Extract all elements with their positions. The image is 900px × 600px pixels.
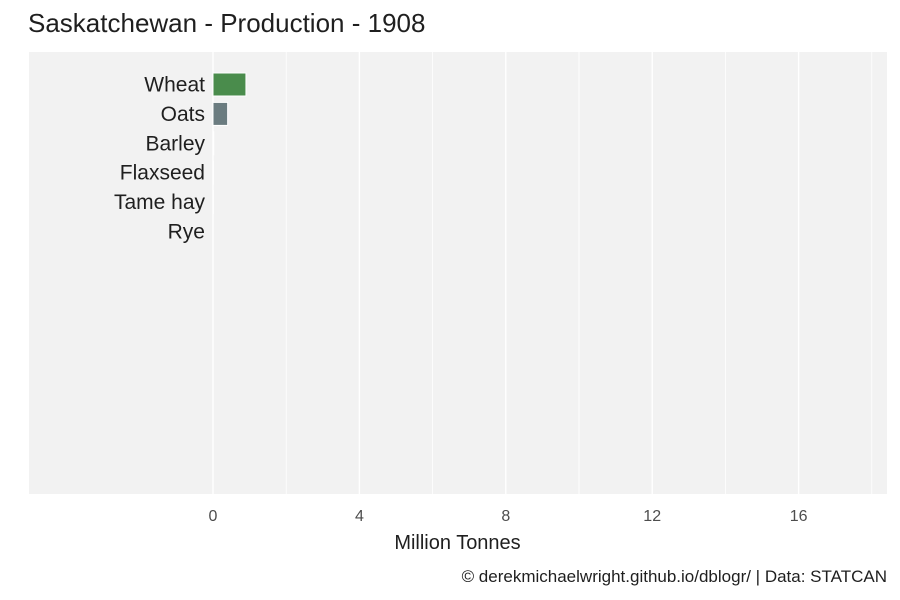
category-label: Flaxseed — [120, 162, 205, 185]
x-tick-label: 12 — [643, 508, 661, 525]
category-label: Barley — [145, 132, 205, 155]
category-label: Wheat — [144, 74, 205, 97]
bar — [212, 131, 215, 156]
category-label: Rye — [168, 221, 205, 244]
bar — [212, 72, 247, 97]
caption: © derekmichaelwright.github.io/dblogr/ |… — [461, 567, 887, 586]
chart-title: Saskatchewan - Production - 1908 — [28, 8, 426, 38]
category-label: Tame hay — [114, 191, 206, 214]
x-tick-label: 0 — [209, 508, 218, 525]
plot-panel — [29, 52, 887, 494]
x-tick-label: 4 — [355, 508, 364, 525]
bars — [212, 72, 247, 215]
bar — [212, 101, 229, 126]
x-tick-label: 8 — [501, 508, 510, 525]
x-tick-label: 16 — [790, 508, 808, 525]
x-tick-labels: 0 4 8 12 16 — [209, 508, 808, 525]
category-labels: Wheat Oats Barley Flaxseed Tame hay Rye — [114, 74, 206, 244]
x-axis-title: Million Tonnes — [394, 532, 521, 554]
category-label: Oats — [161, 103, 205, 126]
